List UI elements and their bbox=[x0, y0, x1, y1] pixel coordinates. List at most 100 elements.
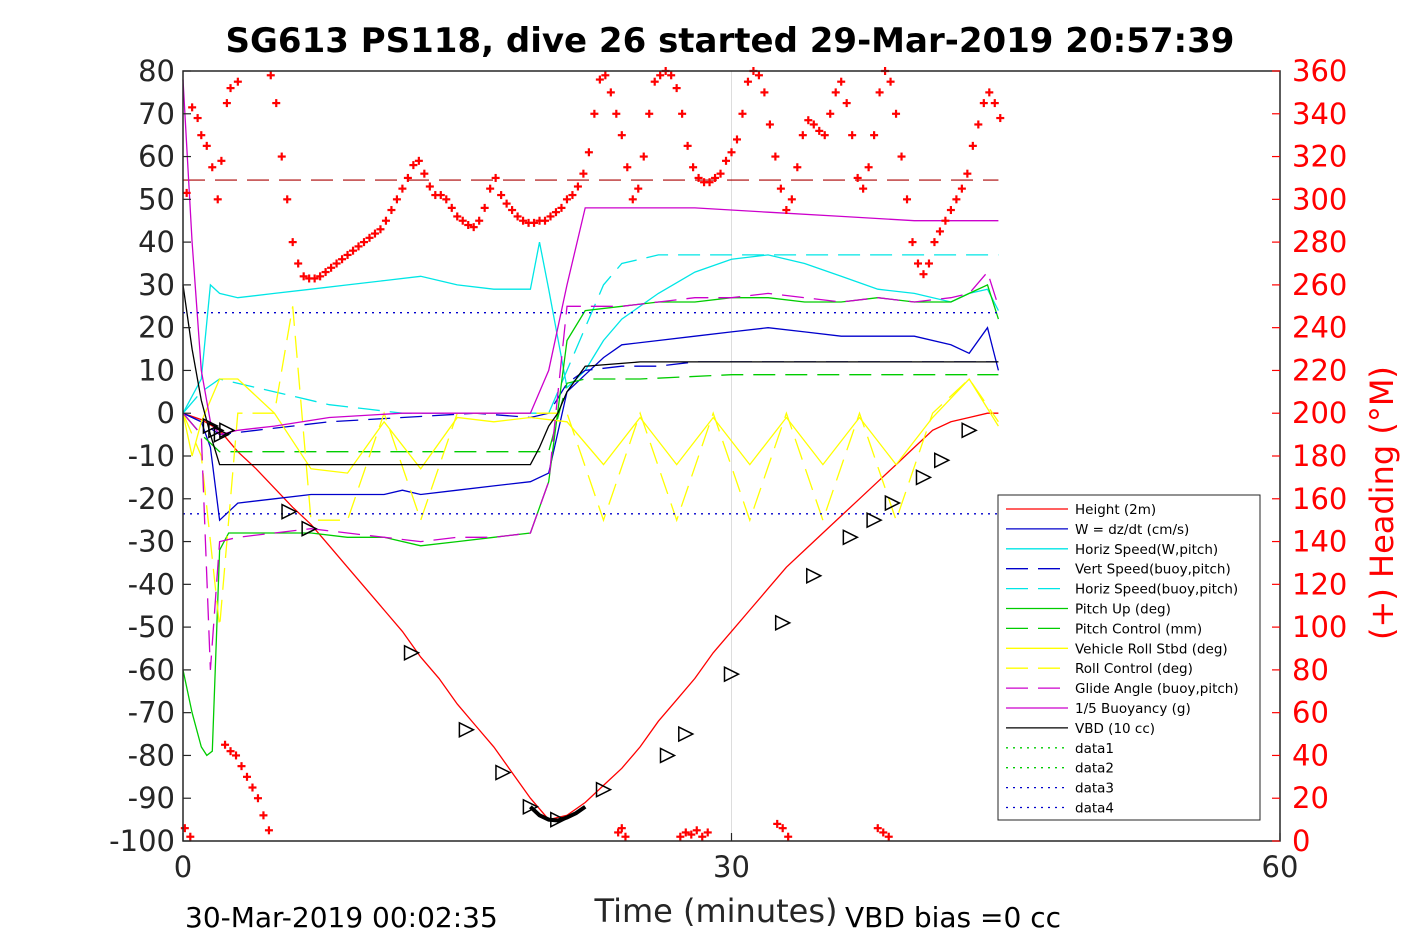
left-tick-label: -90 bbox=[128, 781, 175, 815]
legend-label: Height (2m) bbox=[1075, 502, 1156, 518]
triangle-marker bbox=[659, 747, 677, 764]
heading-marker bbox=[568, 191, 577, 200]
right-tick-label: 60 bbox=[1292, 696, 1329, 730]
heading-marker bbox=[727, 148, 736, 157]
series-line-11 bbox=[182, 284, 999, 466]
triangle-marker bbox=[723, 665, 741, 683]
triangle-marker bbox=[458, 721, 476, 738]
legend-label: VBD (10 cc) bbox=[1075, 721, 1155, 737]
left-tick-label: -50 bbox=[128, 610, 175, 644]
x-tick-label: 30 bbox=[713, 850, 750, 884]
heading-marker bbox=[403, 173, 412, 182]
legend-entry: Horiz Speed(buoy,pitch) bbox=[1006, 582, 1238, 598]
heading-marker bbox=[530, 218, 539, 227]
heading-marker bbox=[667, 71, 676, 80]
heading-marker bbox=[288, 238, 297, 247]
heading-marker bbox=[617, 824, 626, 833]
heading-marker bbox=[573, 182, 582, 191]
heading-marker bbox=[935, 227, 944, 236]
heading-marker bbox=[974, 120, 983, 129]
legend-label: Glide Angle (buoy,pitch) bbox=[1075, 681, 1239, 697]
legend-label: 1/5 Buoyancy (g) bbox=[1075, 701, 1191, 717]
legend-entry: Glide Angle (buoy,pitch) bbox=[1006, 681, 1239, 697]
heading-marker bbox=[614, 828, 623, 837]
heading-marker bbox=[259, 811, 268, 820]
heading-marker bbox=[193, 114, 202, 123]
heading-marker bbox=[182, 188, 191, 197]
left-tick-label: -70 bbox=[128, 696, 175, 730]
heading-marker bbox=[486, 184, 495, 193]
heading-marker bbox=[908, 238, 917, 247]
triangle-marker bbox=[842, 529, 860, 546]
legend-entry: data4 bbox=[1006, 801, 1114, 817]
heading-marker bbox=[360, 238, 369, 247]
left-tick-label: 60 bbox=[138, 140, 175, 174]
heading-marker bbox=[180, 824, 189, 833]
right-tick-label: 100 bbox=[1292, 610, 1347, 644]
chart-title: SG613 PS118, dive 26 started 29-Mar-2019… bbox=[226, 21, 1235, 61]
heading-marker bbox=[253, 794, 262, 803]
left-tick-label: 70 bbox=[138, 97, 175, 131]
heading-layer bbox=[180, 67, 1005, 841]
heading-marker bbox=[248, 783, 257, 792]
legend-entry: data2 bbox=[1006, 761, 1114, 777]
heading-marker bbox=[294, 259, 303, 268]
right-tick-label: 360 bbox=[1292, 54, 1347, 88]
triangle-marker bbox=[403, 644, 421, 661]
heading-marker bbox=[782, 206, 791, 215]
heading-marker bbox=[327, 263, 336, 272]
heading-marker bbox=[222, 99, 231, 108]
triangle-marker bbox=[595, 781, 613, 798]
heading-marker bbox=[771, 152, 780, 161]
legend-entry: VBD (10 cc) bbox=[1006, 721, 1155, 737]
heading-marker bbox=[370, 229, 379, 238]
heading-marker bbox=[266, 71, 275, 80]
legend-entry: Horiz Speed(W,pitch) bbox=[1006, 542, 1218, 558]
heading-marker bbox=[497, 191, 506, 200]
heading-marker bbox=[601, 71, 610, 80]
heading-marker bbox=[778, 824, 787, 833]
heading-marker bbox=[996, 114, 1005, 123]
plot-area bbox=[180, 67, 1281, 842]
left-tick-label: -30 bbox=[128, 525, 175, 559]
right-tick-label: 240 bbox=[1292, 311, 1347, 345]
heading-marker bbox=[990, 99, 999, 108]
heading-marker bbox=[414, 156, 423, 165]
heading-marker bbox=[502, 199, 511, 208]
right-tick-label: 80 bbox=[1292, 653, 1329, 687]
heading-marker bbox=[776, 184, 785, 193]
triangle-marker bbox=[213, 426, 231, 443]
heading-marker bbox=[338, 255, 347, 264]
heading-marker bbox=[681, 828, 690, 837]
right-tick-label: 280 bbox=[1292, 225, 1347, 259]
legend-label: Pitch Control (mm) bbox=[1075, 621, 1202, 637]
heading-marker bbox=[623, 163, 632, 172]
legend: Height (2m) W = dz/dt (cm/s) Horiz Speed(W… bbox=[997, 494, 1261, 821]
heading-marker bbox=[864, 163, 873, 172]
heading-marker bbox=[387, 206, 396, 215]
heading-marker bbox=[831, 88, 840, 97]
legend-label: data4 bbox=[1075, 801, 1114, 817]
legend-entry: W = dz/dt (cm/s) bbox=[1006, 522, 1189, 538]
x-axis-label: Time (minutes) bbox=[594, 892, 838, 930]
heading-marker bbox=[202, 141, 211, 150]
heading-marker bbox=[716, 169, 725, 178]
heading-marker bbox=[804, 116, 813, 125]
right-tick-label: 220 bbox=[1292, 353, 1347, 387]
right-axis-label: (+) Heading (°M) bbox=[1363, 366, 1401, 640]
right-tick-label: 260 bbox=[1292, 268, 1347, 302]
series-line-0 bbox=[182, 412, 999, 821]
triangle-marker bbox=[934, 452, 951, 469]
heading-marker bbox=[551, 208, 560, 217]
heading-marker bbox=[458, 216, 467, 225]
heading-marker bbox=[264, 826, 273, 835]
left-tick-label: -20 bbox=[128, 482, 175, 516]
x-tick-label: 60 bbox=[1262, 850, 1299, 884]
heading-marker bbox=[672, 84, 681, 93]
right-axis: 0 20 40 60 80 100 120 140 160 180 200 220 240 260 280 3… bbox=[1272, 54, 1347, 858]
heading-marker bbox=[188, 103, 197, 112]
heading-marker bbox=[595, 75, 604, 84]
left-tick-label: -100 bbox=[109, 824, 175, 858]
heading-marker bbox=[645, 109, 654, 118]
heading-marker bbox=[409, 161, 418, 170]
